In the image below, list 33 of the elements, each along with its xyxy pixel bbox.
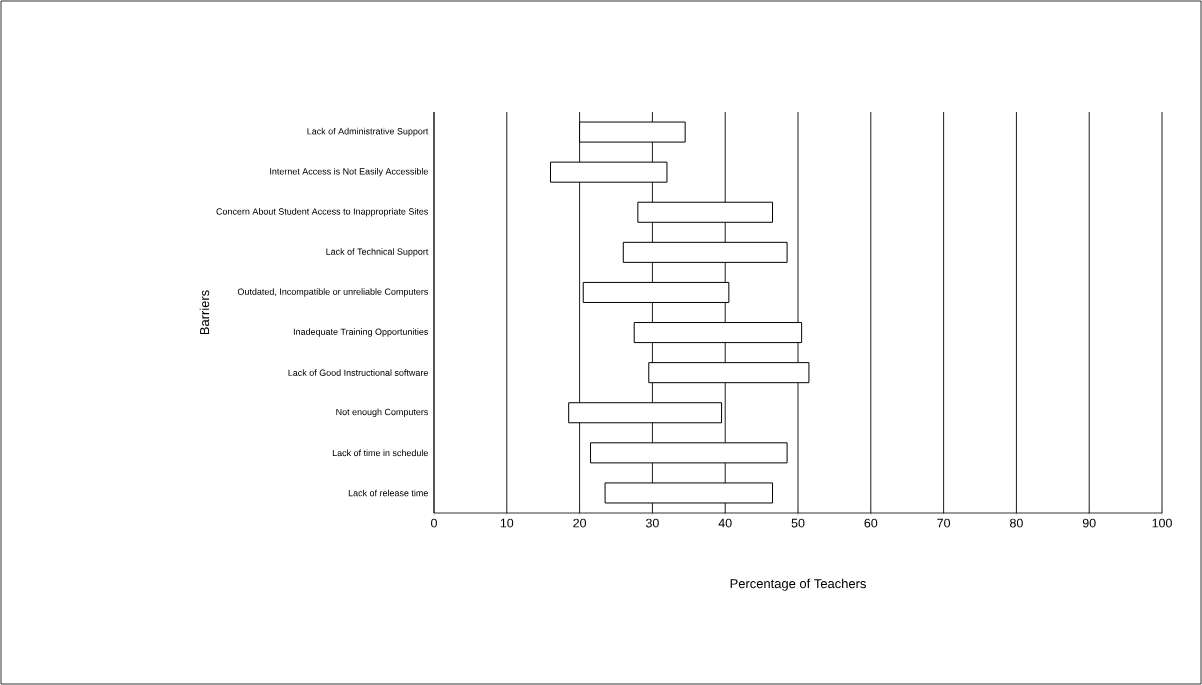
bar bbox=[622, 241, 788, 263]
x-tick-label: 60 bbox=[864, 518, 878, 528]
y-tick-label: Concern About Student Access to Inappropriate Sites bbox=[216, 208, 428, 217]
x-tick-label: 50 bbox=[791, 518, 805, 528]
x-tick-label: 20 bbox=[573, 518, 587, 528]
x-tick-label: 30 bbox=[645, 518, 659, 528]
bar bbox=[633, 322, 803, 344]
x-tick-label: 100 bbox=[1152, 518, 1172, 528]
y-tick-label: Lack of release time bbox=[348, 489, 428, 497]
y-tick-label: Inadequate Training Opportunities bbox=[293, 328, 428, 337]
y-tick-label: Lack of Good Instructional software bbox=[288, 369, 428, 376]
x-tick-label: 70 bbox=[937, 518, 951, 528]
x-tick-label: 80 bbox=[1010, 518, 1023, 528]
x-tick-label: 40 bbox=[718, 518, 732, 528]
y-tick-label: Outdated, Incompatible or unreliable Computers bbox=[237, 288, 428, 297]
y-tick-label: Lack of Technical Support bbox=[326, 248, 429, 257]
bar bbox=[637, 201, 774, 223]
bar bbox=[648, 362, 810, 384]
y-axis-title: Barriers bbox=[199, 290, 210, 335]
bar bbox=[604, 482, 774, 504]
bar bbox=[568, 402, 723, 424]
x-tick-label: 0 bbox=[431, 518, 437, 528]
bar bbox=[582, 281, 730, 303]
y-tick-label: Internet Access is Not Easily Accessible bbox=[270, 167, 428, 177]
bar bbox=[579, 121, 686, 143]
x-tick-label: 90 bbox=[1082, 518, 1096, 528]
y-tick-label: Lack of time in schedule bbox=[332, 449, 428, 457]
x-tick-label: 10 bbox=[500, 518, 514, 528]
x-axis-title: Percentage of Teachers bbox=[730, 578, 866, 591]
y-tick-label: Not enough Computers bbox=[336, 408, 429, 417]
bar bbox=[549, 161, 668, 183]
y-tick-label: Lack of Administrative Support bbox=[307, 127, 429, 137]
bar bbox=[590, 442, 788, 464]
